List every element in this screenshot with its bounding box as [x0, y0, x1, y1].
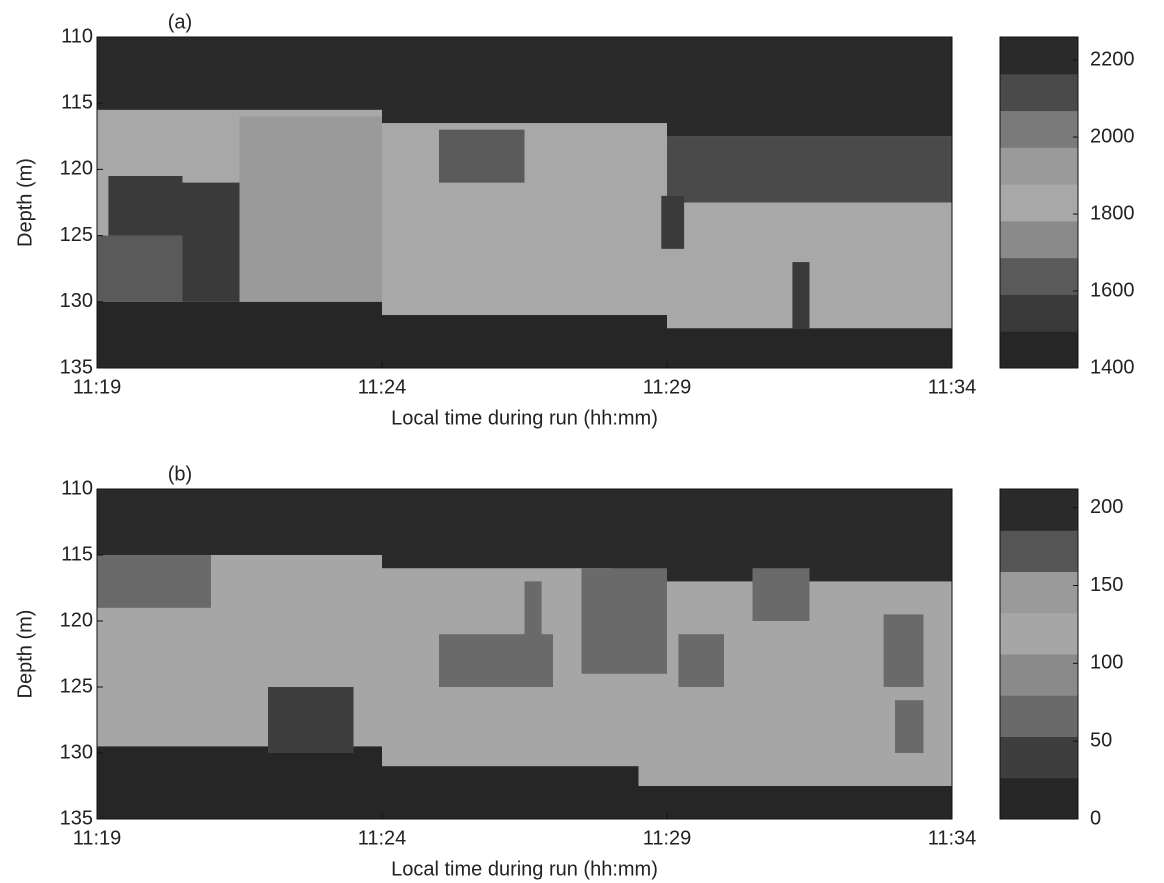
colorbar-band [1000, 695, 1078, 737]
x-tick-label: 11:24 [358, 376, 407, 398]
colorbar-band [1000, 654, 1078, 696]
colorbar-band [1000, 184, 1078, 222]
heatmap-cell [382, 766, 639, 819]
y-tick-label: 135 [60, 356, 93, 378]
heatmap-cell [268, 568, 382, 687]
colorbar-band [1000, 489, 1078, 531]
heatmap-cell [792, 262, 810, 329]
heatmap-cell [610, 489, 952, 582]
colorbar-tick-label: 1800 [1090, 202, 1135, 224]
y-tick-label: 125 [60, 675, 93, 697]
heatmap-cell [97, 489, 382, 555]
y-tick-label: 130 [60, 290, 93, 312]
heatmap-cell [268, 687, 354, 753]
x-tick-label: 11:19 [73, 827, 122, 849]
colorbar-tick-label: 100 [1090, 652, 1123, 674]
colorbar-band [1000, 571, 1078, 614]
x-tick-label: 11:34 [928, 376, 977, 398]
heatmap-cell [581, 568, 667, 674]
colorbar-band [1000, 530, 1078, 572]
colorbar-band [1000, 294, 1078, 332]
x-tick-label: 11:29 [643, 376, 692, 398]
heatmap-cell [97, 235, 183, 302]
y-tick-label: 110 [61, 477, 93, 499]
colorbar-band [1000, 73, 1078, 112]
y-tick-label: 130 [60, 741, 93, 763]
colorbar-band [1000, 37, 1078, 75]
heatmap-cell [97, 555, 211, 608]
colorbar-band [1000, 257, 1078, 295]
x-axis-label: Local time during run (hh:mm) [391, 407, 658, 429]
y-tick-label: 110 [61, 25, 93, 47]
y-tick-label: 115 [61, 91, 93, 113]
heatmap-cell [382, 315, 667, 368]
y-tick-label: 135 [60, 807, 93, 829]
heatmap-cell [638, 786, 952, 819]
y-tick-label: 120 [60, 158, 93, 180]
heatmap-cell [182, 182, 240, 302]
x-tick-label: 11:34 [928, 827, 977, 849]
heatmap-cell [382, 37, 667, 124]
heatmap-cell [678, 634, 724, 687]
colorbar-tick-label: 50 [1090, 729, 1112, 751]
heatmap-cell [97, 37, 382, 110]
heatmap-cell [667, 37, 952, 137]
x-axis-label: Local time during run (hh:mm) [391, 858, 658, 880]
colorbar-tick-label: 150 [1090, 574, 1123, 596]
heatmap-cell [667, 136, 952, 203]
y-axis-label: Depth (m) [14, 158, 36, 247]
colorbar-frame [999, 36, 1079, 369]
colorbar-band [1000, 331, 1078, 369]
colorbar-band [1000, 736, 1078, 779]
colorbar-tick-label: 2000 [1090, 125, 1135, 147]
y-tick-label: 115 [61, 543, 93, 565]
panel-label: (a) [168, 11, 192, 33]
heatmap-cell [661, 195, 685, 249]
heatmap-cell [239, 116, 382, 302]
heatmap-cell [97, 301, 382, 368]
colorbar-tick-label: 1600 [1090, 279, 1135, 301]
heatmap-cell [382, 489, 610, 569]
panel-label: (b) [168, 463, 192, 485]
heatmap-cell [439, 129, 525, 183]
x-tick-label: 11:29 [643, 827, 692, 849]
heatmap-cell [752, 568, 810, 621]
heatmap-cell [108, 176, 183, 236]
heatmap-cell [97, 746, 382, 819]
colorbar-band [1000, 110, 1078, 148]
plot-frame [96, 36, 953, 369]
colorbar-frame [999, 488, 1079, 820]
colorbar-tick-label: 0 [1090, 807, 1101, 829]
colorbar-band [1000, 220, 1078, 259]
y-axis-label: Depth (m) [14, 610, 36, 699]
colorbar-tick-label: 200 [1090, 496, 1123, 518]
x-tick-label: 11:19 [73, 376, 122, 398]
x-tick-label: 11:24 [358, 827, 407, 849]
y-tick-label: 125 [60, 224, 93, 246]
heatmap-cell [883, 614, 924, 687]
heatmap-cell [667, 328, 952, 368]
colorbar-band [1000, 777, 1078, 820]
plot-frame [96, 488, 953, 820]
colorbar-tick-label: 2200 [1090, 48, 1135, 70]
y-tick-label: 120 [60, 609, 93, 631]
heatmap-cell [524, 581, 542, 687]
colorbar-band [1000, 612, 1078, 655]
colorbar-tick-label: 1400 [1090, 356, 1135, 378]
colorbar-band [1000, 147, 1078, 185]
heatmap-cell [895, 700, 924, 753]
